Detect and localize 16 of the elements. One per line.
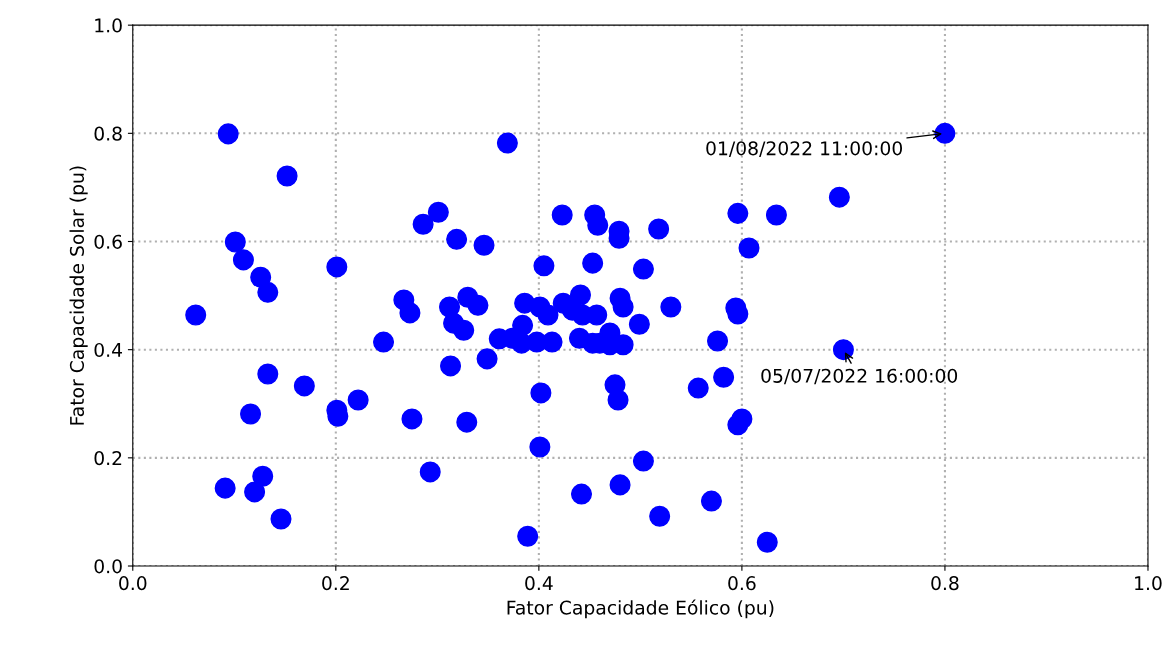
x-tick-label: 0.6: [728, 576, 756, 591]
x-tick-label: 1.0: [1135, 576, 1162, 591]
y-tick-label: 0.6: [94, 234, 122, 249]
x-tick-label: 0.8: [931, 576, 959, 591]
x-tick-label: 0.4: [525, 576, 553, 591]
x-tick-label: 0.0: [119, 576, 147, 591]
y-tick-label: 0.4: [94, 342, 122, 358]
annotation: 05/07/2022 16:00:00: [761, 368, 958, 385]
x-tick-label: 0.2: [322, 576, 349, 591]
annotation: 01/08/2022 11:00:00: [706, 141, 903, 157]
y-tick-label: 0.2: [94, 451, 122, 466]
y-tick-label: 1.0: [95, 18, 122, 33]
y-axis-title: Fator Capacidade Solar (pu): [69, 166, 88, 425]
x-axis-title: Fator Capacidade Eólico (pu): [507, 599, 774, 619]
y-tick-label: 0.0: [94, 559, 122, 574]
y-tick-label: 0.8: [94, 126, 122, 141]
